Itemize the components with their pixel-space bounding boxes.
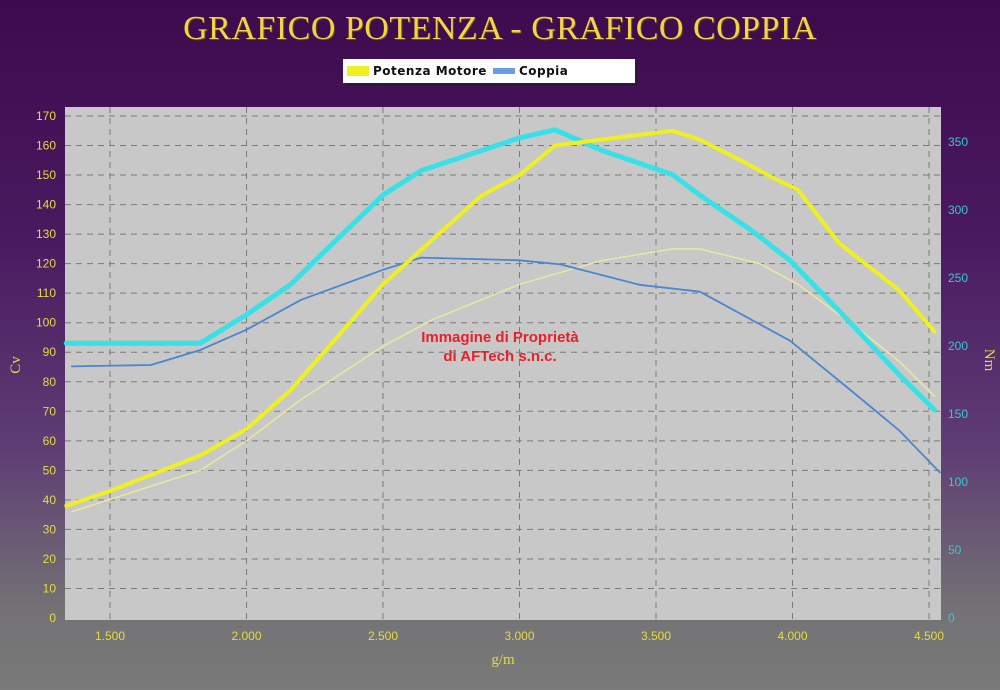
series-line [64, 128, 937, 508]
watermark-line-1: Immagine di Proprietà [421, 329, 579, 346]
y-tick-right: 0 [948, 611, 955, 625]
y-tick-left: 90 [43, 345, 57, 359]
watermark-line-2: di AFTech s.n.c. [443, 348, 557, 365]
y-tick-left: 120 [36, 257, 56, 271]
y-tick-left: 130 [36, 227, 56, 241]
y-tick-left: 150 [36, 168, 56, 182]
y-tick-left: 60 [43, 434, 57, 448]
x-tick: 2.500 [368, 629, 398, 643]
watermark-text: Immagine di Proprietà di AFTech s.n.c. [370, 328, 630, 366]
y-axis-title-right: Nm [981, 349, 997, 372]
y-tick-left: 40 [43, 493, 57, 507]
x-tick: 1.500 [95, 629, 125, 643]
y-tick-right: 200 [948, 339, 968, 353]
x-tick: 4.500 [914, 629, 944, 643]
legend-swatch-coppia [492, 68, 515, 74]
x-axis-title: g/m [491, 652, 515, 668]
y-tick-left: 140 [36, 198, 56, 212]
y-axis-title-left: Cv [8, 356, 24, 374]
y-tick-right: 100 [948, 475, 968, 489]
plot-area [65, 107, 941, 620]
y-tick-right: 300 [948, 203, 968, 217]
x-tick: 3.500 [641, 629, 671, 643]
axis-ticks: 0 10 20 30 40 50 60 70 80 90 100 110 120 130 140 150 160… [36, 109, 968, 643]
series-line [63, 127, 937, 413]
y-tick-left: 20 [43, 552, 57, 566]
y-tick-left: 160 [36, 139, 56, 153]
y-tick-right: 50 [948, 543, 962, 557]
x-tick: 3.000 [504, 629, 534, 643]
x-tick: 2.000 [231, 629, 261, 643]
y-tick-left: 50 [43, 463, 57, 477]
y-tick-right: 350 [948, 135, 968, 149]
y-tick-left: 70 [43, 404, 57, 418]
series-line [71, 248, 936, 513]
y-tick-left: 170 [36, 109, 56, 123]
y-tick-left: 0 [49, 611, 56, 625]
legend-label-potenza: Potenza Motore [373, 64, 487, 78]
y-tick-left: 100 [36, 316, 56, 330]
x-tick: 4.000 [777, 629, 807, 643]
legend-label-coppia: Coppia [518, 64, 569, 78]
chart-legend: Potenza Motore Coppia [343, 59, 635, 83]
y-tick-left: 110 [37, 286, 56, 300]
chart-title: GRAFICO POTENZA - GRAFICO COPPIA [183, 10, 817, 47]
y-tick-right: 150 [948, 407, 968, 421]
legend-swatch-potenza [347, 66, 369, 76]
grid-lines [65, 107, 941, 620]
y-tick-left: 30 [43, 522, 57, 536]
series-line [70, 256, 941, 474]
series-lines [63, 127, 941, 513]
y-tick-left: 80 [43, 375, 57, 389]
y-tick-left: 10 [43, 581, 57, 595]
y-tick-right: 250 [948, 271, 968, 285]
